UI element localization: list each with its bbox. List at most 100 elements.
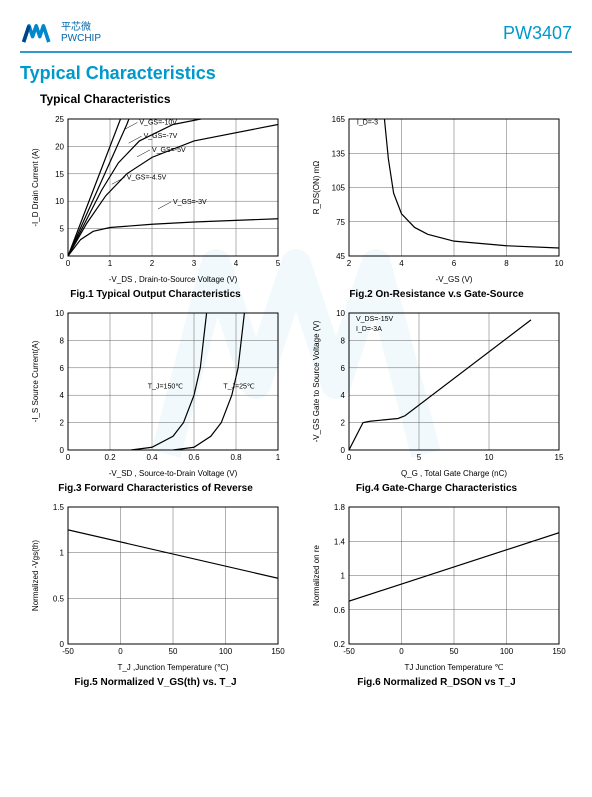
svg-text:I_D=-3: I_D=-3 xyxy=(356,120,377,127)
subsection-title: Typical Characteristics xyxy=(40,92,572,106)
svg-text:4: 4 xyxy=(59,391,64,400)
fig3-chart: 00.20.40.60.810246810-V_SD , Source-to-D… xyxy=(26,305,286,480)
svg-text:0.6: 0.6 xyxy=(333,606,345,615)
svg-text:0: 0 xyxy=(59,252,64,261)
svg-text:105: 105 xyxy=(331,184,345,193)
svg-text:-I_D Drain Current (A): -I_D Drain Current (A) xyxy=(31,148,40,227)
svg-text:2: 2 xyxy=(340,419,345,428)
svg-text:0.4: 0.4 xyxy=(146,453,158,462)
charts-grid: 0123450510152025-V_DS , Drain-to-Source … xyxy=(20,111,572,688)
svg-text:0.5: 0.5 xyxy=(52,594,64,603)
fig3-caption: Fig.3 Forward Characteristics of Reverse xyxy=(58,483,253,494)
svg-text:0.6: 0.6 xyxy=(188,453,200,462)
svg-text:4: 4 xyxy=(340,391,345,400)
svg-text:6: 6 xyxy=(451,259,456,268)
svg-text:6: 6 xyxy=(340,364,345,373)
svg-text:1.4: 1.4 xyxy=(333,537,345,546)
svg-text:4: 4 xyxy=(233,259,238,268)
svg-text:8: 8 xyxy=(504,259,509,268)
svg-text:15: 15 xyxy=(554,453,563,462)
svg-text:-V_DS , Drain-to-Source Voltag: -V_DS , Drain-to-Source Voltage (V) xyxy=(108,275,237,284)
svg-text:0: 0 xyxy=(59,446,64,455)
svg-text:8: 8 xyxy=(59,336,64,345)
svg-text:V_GS=-10V: V_GS=-10V xyxy=(139,119,177,126)
brand-en: PWCHIP xyxy=(61,33,101,44)
fig6-block: -500501001500.20.611.41.8TJ Junction Tem… xyxy=(301,499,572,688)
svg-text:165: 165 xyxy=(331,115,345,124)
svg-text:0: 0 xyxy=(340,446,345,455)
svg-text:150: 150 xyxy=(552,647,566,656)
svg-text:-V_GS Gate to Source Voltage (: -V_GS Gate to Source Voltage (V) xyxy=(312,320,321,442)
svg-text:-V_GS (V): -V_GS (V) xyxy=(435,275,472,284)
fig1-caption: Fig.1 Typical Output Characteristics xyxy=(70,289,240,300)
svg-text:20: 20 xyxy=(55,142,64,151)
fig5-block: -5005010015000.511.5T_J ,Junction Temper… xyxy=(20,499,291,688)
svg-text:0.2: 0.2 xyxy=(104,453,116,462)
logo-icon xyxy=(20,20,56,46)
svg-text:V_GS=-3V: V_GS=-3V xyxy=(173,199,207,206)
svg-text:5: 5 xyxy=(416,453,421,462)
section-title: Typical Characteristics xyxy=(20,63,572,84)
svg-text:75: 75 xyxy=(336,218,345,227)
svg-text:V_GS=-7V: V_GS=-7V xyxy=(143,133,177,140)
svg-text:8: 8 xyxy=(340,336,345,345)
svg-text:0.8: 0.8 xyxy=(230,453,242,462)
svg-text:0: 0 xyxy=(59,640,64,649)
svg-text:0: 0 xyxy=(65,453,70,462)
svg-text:5: 5 xyxy=(59,225,64,234)
svg-text:0: 0 xyxy=(65,259,70,268)
fig5-chart: -5005010015000.511.5T_J ,Junction Temper… xyxy=(26,499,286,674)
svg-text:I_D=-3A: I_D=-3A xyxy=(356,326,382,333)
svg-text:TJ Junction Temperature ℃: TJ Junction Temperature ℃ xyxy=(404,663,503,672)
svg-text:1: 1 xyxy=(107,259,112,268)
svg-text:2: 2 xyxy=(346,259,351,268)
svg-text:Q_G , Total Gate Charge (nC): Q_G , Total Gate Charge (nC) xyxy=(400,469,506,478)
fig1-chart: 0 1 2 3 4 5 0 5 10 15 20 25 -V_DS , Drain-to-Source … xyxy=(26,111,286,286)
brand-logo: 平芯微 PWCHIP xyxy=(20,20,101,46)
svg-text:10: 10 xyxy=(55,309,64,318)
svg-text:V_DS=-15V: V_DS=-15V xyxy=(356,316,393,323)
svg-text:T_J ,Junction Temperature (℃): T_J ,Junction Temperature (℃) xyxy=(117,663,228,672)
svg-text:R_DS(ON) mΩ: R_DS(ON) mΩ xyxy=(312,161,321,215)
svg-text:15: 15 xyxy=(55,170,64,179)
svg-text:0: 0 xyxy=(118,647,123,656)
svg-text:1: 1 xyxy=(340,572,345,581)
svg-text:25: 25 xyxy=(55,115,64,124)
svg-text:5: 5 xyxy=(275,259,280,268)
fig6-chart: -500501001500.20.611.41.8TJ Junction Tem… xyxy=(307,499,567,674)
svg-text:150: 150 xyxy=(271,647,285,656)
svg-text:-50: -50 xyxy=(343,647,355,656)
svg-text:0: 0 xyxy=(346,453,351,462)
svg-text:100: 100 xyxy=(218,647,232,656)
fig2-block: 2468104575105135165-V_GS (V)R_DS(ON) mΩI… xyxy=(301,111,572,300)
svg-text:V_GS=-4.5V: V_GS=-4.5V xyxy=(126,174,166,181)
svg-text:10: 10 xyxy=(55,197,64,206)
svg-text:100: 100 xyxy=(499,647,513,656)
svg-text:-50: -50 xyxy=(62,647,74,656)
svg-text:10: 10 xyxy=(554,259,563,268)
svg-text:45: 45 xyxy=(336,252,345,261)
svg-text:2: 2 xyxy=(59,419,64,428)
svg-text:10: 10 xyxy=(484,453,493,462)
svg-text:V_GS=-5V: V_GS=-5V xyxy=(152,147,186,154)
svg-text:2: 2 xyxy=(149,259,154,268)
fig4-block: 0510150246810Q_G , Total Gate Charge (nC… xyxy=(301,305,572,494)
svg-text:-V_SD , Source-to-Drain Voltag: -V_SD , Source-to-Drain Voltage (V) xyxy=(108,469,237,478)
svg-text:6: 6 xyxy=(59,364,64,373)
svg-text:0.2: 0.2 xyxy=(333,640,345,649)
fig4-chart: 0510150246810Q_G , Total Gate Charge (nC… xyxy=(307,305,567,480)
svg-text:1.5: 1.5 xyxy=(52,503,64,512)
svg-text:3: 3 xyxy=(191,259,196,268)
svg-text:1: 1 xyxy=(275,453,280,462)
fig6-caption: Fig.6 Normalized R_DSON vs T_J xyxy=(357,677,515,688)
svg-text:135: 135 xyxy=(331,149,345,158)
brand-cn: 平芯微 xyxy=(61,22,101,33)
svg-text:Normalized -Vgs(th): Normalized -Vgs(th) xyxy=(31,540,40,611)
page-header: 平芯微 PWCHIP PW3407 xyxy=(20,20,572,53)
fig2-chart: 2468104575105135165-V_GS (V)R_DS(ON) mΩI… xyxy=(307,111,567,286)
svg-text:T_J=25℃: T_J=25℃ xyxy=(223,383,255,390)
fig2-caption: Fig.2 On-Resistance v.s Gate-Source xyxy=(349,289,523,300)
fig4-caption: Fig.4 Gate-Charge Characteristics xyxy=(356,483,517,494)
svg-text:-I_S Source Current(A): -I_S Source Current(A) xyxy=(31,340,40,422)
svg-text:50: 50 xyxy=(449,647,458,656)
